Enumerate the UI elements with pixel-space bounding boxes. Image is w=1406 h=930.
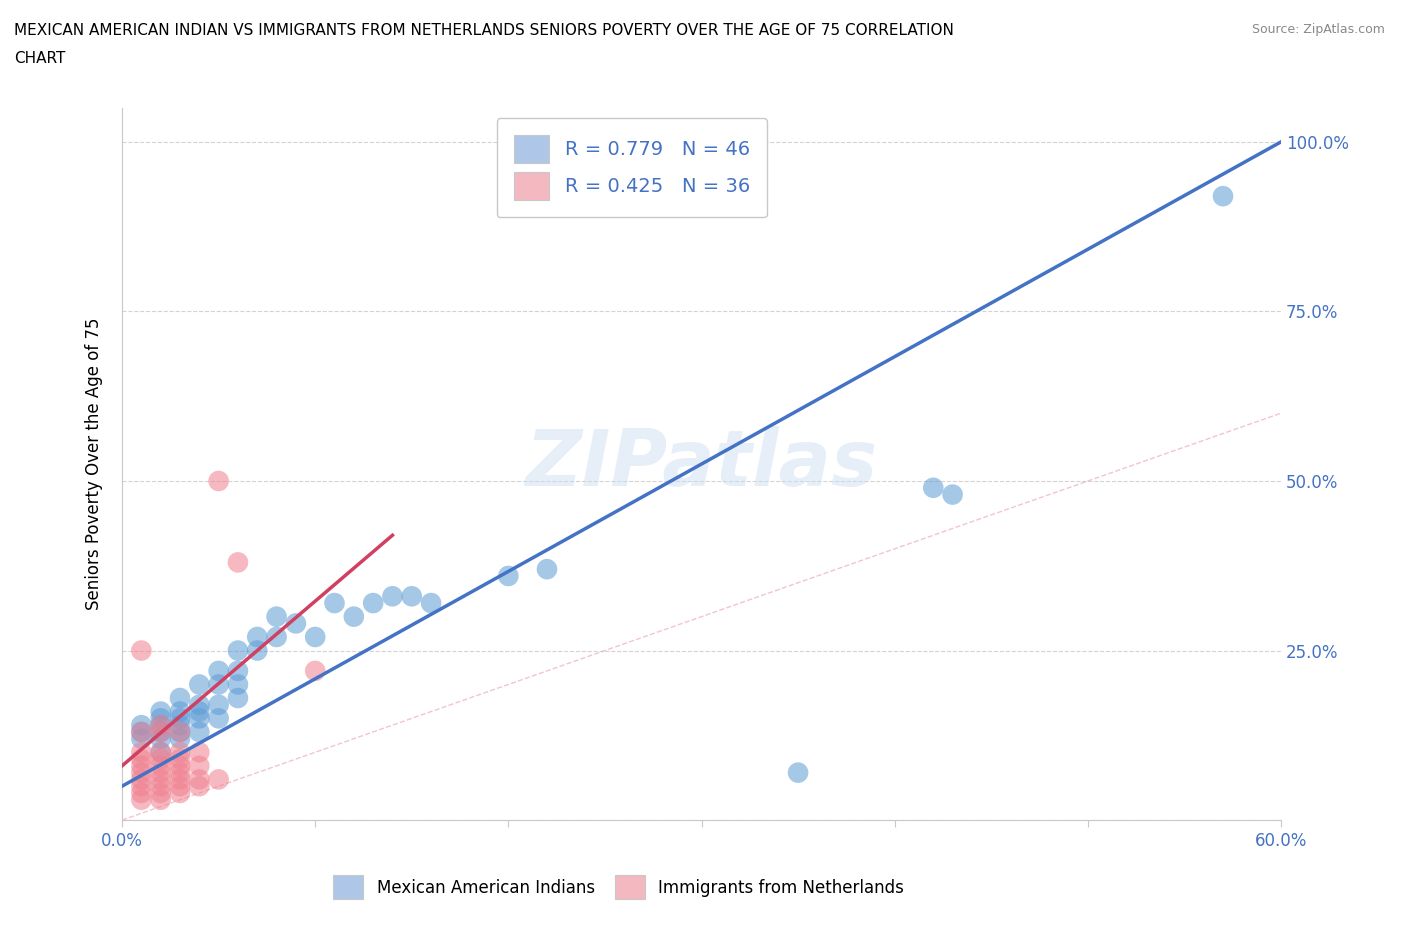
Point (188, 704, 211, 719)
Point (149, 786, 172, 801)
Point (131, 751, 153, 766)
Point (420, 595, 443, 610)
Point (188, 677, 211, 692)
Point (169, 711, 191, 725)
Point (188, 711, 211, 725)
Point (188, 758, 211, 773)
Point (169, 691, 191, 706)
Point (246, 644, 269, 658)
Point (149, 751, 172, 766)
Point (169, 765, 191, 780)
Text: CHART: CHART (14, 51, 66, 66)
Point (169, 751, 191, 766)
Point (131, 724, 153, 739)
Y-axis label: Seniors Poverty Over the Age of 75: Seniors Poverty Over the Age of 75 (86, 318, 103, 610)
Point (188, 745, 211, 760)
Point (226, 677, 249, 692)
Point (207, 677, 229, 692)
Point (131, 644, 153, 658)
Point (304, 663, 326, 678)
Point (226, 691, 249, 706)
Point (131, 758, 153, 773)
Point (226, 644, 249, 658)
Point (149, 718, 172, 733)
Point (188, 724, 211, 739)
Point (149, 711, 172, 725)
Point (149, 718, 172, 733)
Legend: Mexican American Indians, Immigrants from Netherlands: Mexican American Indians, Immigrants fro… (321, 862, 917, 912)
Point (131, 786, 153, 801)
Point (131, 724, 153, 739)
Point (169, 758, 191, 773)
Point (169, 704, 191, 719)
Point (942, 487, 965, 502)
Point (149, 758, 172, 773)
Point (266, 609, 288, 624)
Point (188, 772, 211, 787)
Point (169, 724, 191, 739)
Point (207, 473, 229, 488)
Point (226, 555, 249, 570)
Point (149, 704, 172, 719)
Point (1212, 189, 1234, 204)
Point (169, 786, 191, 801)
Point (149, 772, 172, 787)
Point (207, 663, 229, 678)
Point (401, 589, 423, 604)
Point (149, 765, 172, 780)
Point (284, 616, 307, 631)
Point (169, 772, 191, 787)
Point (304, 630, 326, 644)
Point (131, 745, 153, 760)
Text: Source: ZipAtlas.com: Source: ZipAtlas.com (1251, 23, 1385, 36)
Point (266, 630, 288, 644)
Point (169, 745, 191, 760)
Point (131, 772, 153, 787)
Point (207, 772, 229, 787)
Point (361, 595, 384, 610)
Point (131, 778, 153, 793)
Point (149, 778, 172, 793)
Point (381, 589, 404, 604)
Text: MEXICAN AMERICAN INDIAN VS IMMIGRANTS FROM NETHERLANDS SENIORS POVERTY OVER THE : MEXICAN AMERICAN INDIAN VS IMMIGRANTS FR… (14, 23, 953, 38)
Point (169, 724, 191, 739)
Legend: R = 0.779   N = 46, R = 0.425   N = 36: R = 0.779 N = 46, R = 0.425 N = 36 (496, 118, 768, 218)
Point (149, 745, 172, 760)
Point (131, 765, 153, 780)
Point (149, 792, 172, 807)
Point (246, 630, 269, 644)
Point (536, 562, 558, 577)
Point (188, 698, 211, 712)
Point (498, 568, 520, 583)
Point (169, 718, 191, 733)
Point (787, 765, 810, 780)
Point (149, 724, 172, 739)
Point (323, 595, 346, 610)
Point (226, 663, 249, 678)
Point (149, 745, 172, 760)
Point (343, 609, 366, 624)
Text: ZIPatlas: ZIPatlas (526, 426, 877, 502)
Point (149, 731, 172, 746)
Point (922, 480, 945, 495)
Point (149, 724, 172, 739)
Point (188, 778, 211, 793)
Point (131, 718, 153, 733)
Point (131, 731, 153, 746)
Point (131, 792, 153, 807)
Point (169, 731, 191, 746)
Point (207, 698, 229, 712)
Point (207, 711, 229, 725)
Point (169, 778, 191, 793)
